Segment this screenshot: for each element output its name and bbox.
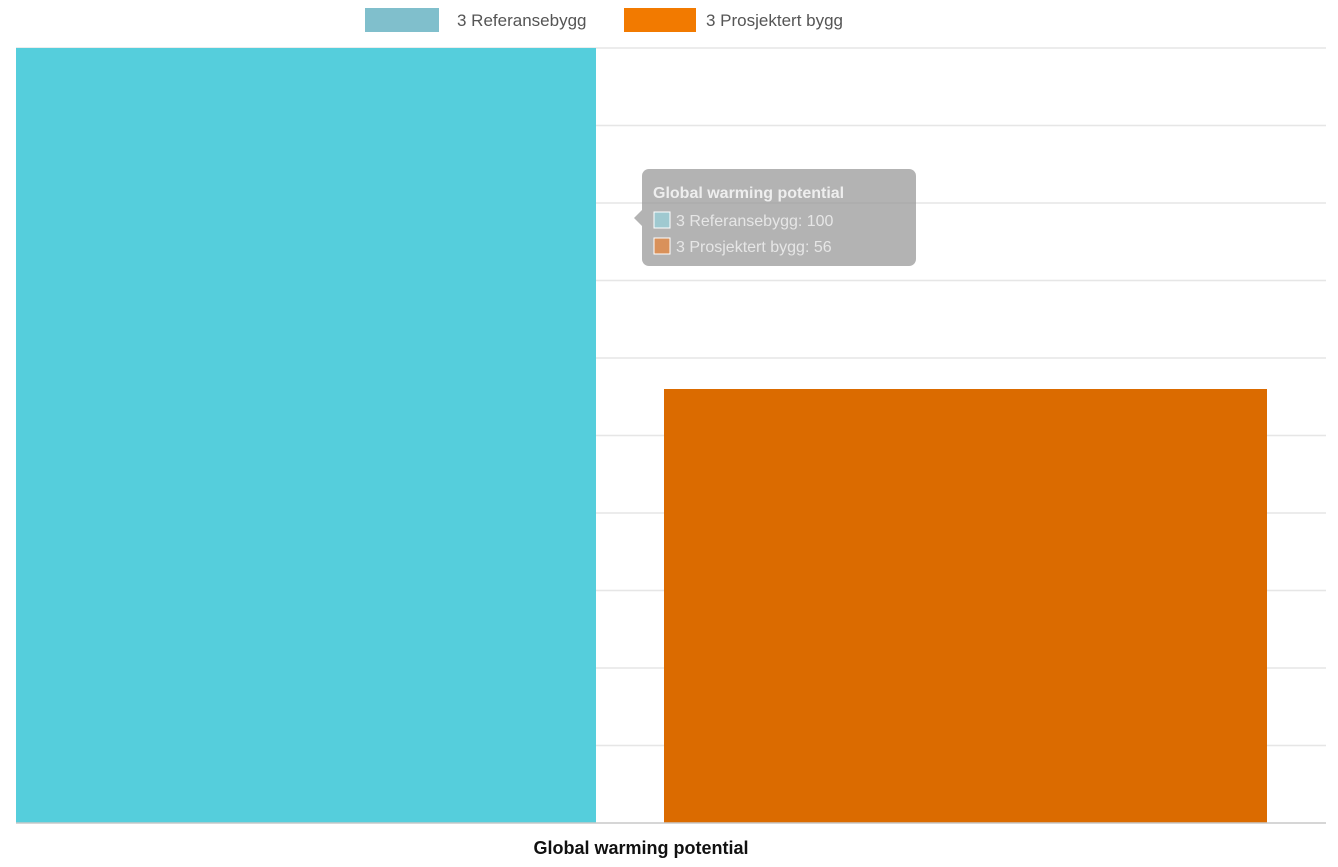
tooltip-caret xyxy=(634,210,642,226)
bar-referansebygg[interactable] xyxy=(16,48,596,823)
tooltip-line: 3 Prosjektert bygg: 56 xyxy=(676,239,832,256)
legend-swatch[interactable] xyxy=(624,8,696,32)
tooltip-swatch xyxy=(653,211,671,229)
tooltip: Global warming potential 3 Referansebygg:… xyxy=(634,169,916,266)
legend-label[interactable]: 3 Referansebygg xyxy=(457,11,586,30)
tooltip-box xyxy=(642,169,916,266)
tooltip-line: 3 Referansebygg: 100 xyxy=(676,213,834,230)
legend: 3 Referansebygg 3 Prosjektert bygg xyxy=(365,8,843,32)
bar-prosjektert-bygg[interactable] xyxy=(664,389,1267,823)
x-axis-category-label: Global warming potential xyxy=(533,838,748,858)
tooltip-swatch xyxy=(653,237,671,255)
legend-swatch[interactable] xyxy=(365,8,439,32)
tooltip-title: Global warming potential xyxy=(653,185,844,202)
bars xyxy=(16,48,1267,823)
legend-label[interactable]: 3 Prosjektert bygg xyxy=(706,11,843,30)
